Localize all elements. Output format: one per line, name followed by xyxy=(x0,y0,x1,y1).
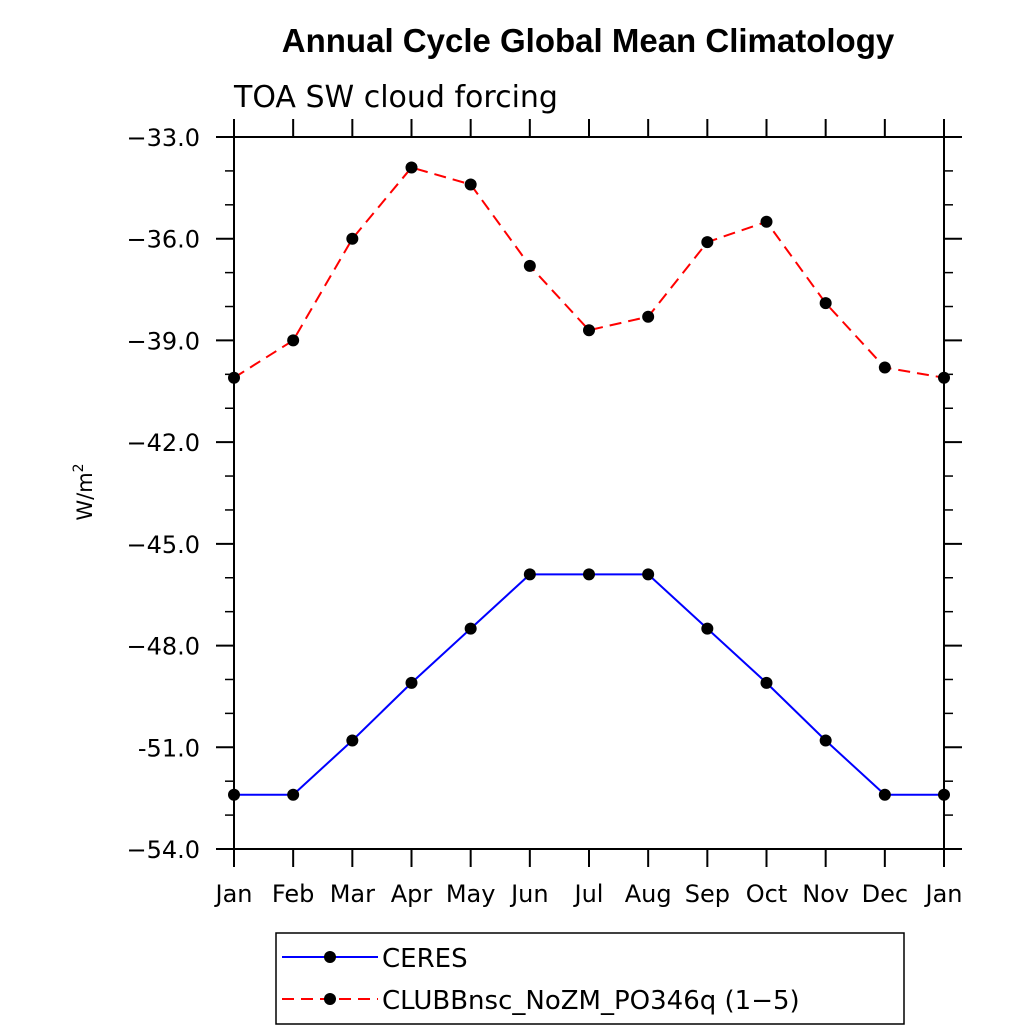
data-point-clubb xyxy=(583,324,595,337)
y-tick-label: −39.0 xyxy=(126,327,200,355)
x-tick-label: Jun xyxy=(509,880,549,908)
legend-box xyxy=(275,932,905,1025)
data-point-ceres xyxy=(701,622,714,635)
legend: CERES CLUBBnsc_NoZM_PO346q (1−5) xyxy=(275,932,905,1025)
data-point-clubb xyxy=(523,259,536,272)
data-point-clubb xyxy=(878,361,891,374)
y-axis-label-superscript: 2 xyxy=(71,463,87,472)
x-tick-label: Feb xyxy=(272,880,315,908)
x-tick-label: Sep xyxy=(685,880,730,908)
legend-label-ceres: CERES xyxy=(382,944,468,974)
data-point-ceres xyxy=(583,568,595,581)
x-tick-label: Jan xyxy=(924,880,963,908)
x-tick-label: Jul xyxy=(573,880,604,908)
data-point-ceres xyxy=(287,788,300,801)
data-point-ceres xyxy=(819,734,832,747)
chart-subtitle: TOA SW cloud forcing xyxy=(233,80,558,115)
data-point-clubb xyxy=(701,236,714,249)
data-point-ceres xyxy=(523,568,536,581)
y-tick-label: -51.0 xyxy=(138,734,200,762)
series-line-ceres xyxy=(234,573,944,796)
y-tick-label: −42.0 xyxy=(126,429,200,457)
y-axis-label: W/m2 xyxy=(71,463,97,520)
plot-frame xyxy=(233,136,945,850)
x-tick-label: Aug xyxy=(625,880,672,908)
data-point-clubb xyxy=(642,310,655,323)
legend-marker-ceres xyxy=(324,951,336,963)
y-tick-label: −45.0 xyxy=(126,531,200,559)
data-point-ceres xyxy=(878,788,891,801)
x-tick-label: Apr xyxy=(391,880,433,908)
x-tick-label: Dec xyxy=(862,880,908,908)
data-point-clubb xyxy=(464,178,477,191)
data-point-clubb xyxy=(819,297,832,310)
data-point-ceres xyxy=(642,568,655,581)
y-axis-label-text: W/m xyxy=(73,472,97,520)
series-line-clubb xyxy=(233,166,945,379)
data-point-ceres xyxy=(405,676,418,689)
y-tick-label: −48.0 xyxy=(126,633,200,661)
series-layer xyxy=(228,161,950,801)
x-tick-label: Oct xyxy=(746,880,788,908)
x-tick-label: May xyxy=(446,880,496,908)
x-tick-labels: Jan Feb Mar Apr May Jun Jul Aug Sep Oct Nov Dec Jan xyxy=(214,880,963,908)
svg-text:W/m2: W/m2 xyxy=(71,463,97,520)
data-point-clubb xyxy=(346,232,359,245)
axis-ticks xyxy=(216,119,962,867)
legend-label-clubb: CLUBBnsc_NoZM_PO346q (1−5) xyxy=(382,986,800,1016)
legend-marker-clubb xyxy=(324,993,336,1005)
data-point-ceres xyxy=(464,622,477,635)
chart-title: Annual Cycle Global Mean Climatology xyxy=(282,22,895,59)
x-tick-label: Mar xyxy=(330,880,375,908)
y-tick-label: −33.0 xyxy=(126,124,200,152)
data-point-clubb xyxy=(405,161,418,174)
data-point-ceres xyxy=(346,734,359,747)
x-tick-label: Jan xyxy=(214,880,253,908)
y-tick-label: −54.0 xyxy=(126,836,200,864)
data-point-clubb xyxy=(760,215,773,228)
x-tick-label: Nov xyxy=(802,880,849,908)
data-point-ceres xyxy=(760,676,773,689)
data-point-clubb xyxy=(287,334,300,347)
y-tick-label: −36.0 xyxy=(126,226,200,254)
y-tick-labels: −33.0 −36.0 −39.0 −42.0 −45.0 −48.0 -51.0 −54.0 xyxy=(126,124,200,864)
